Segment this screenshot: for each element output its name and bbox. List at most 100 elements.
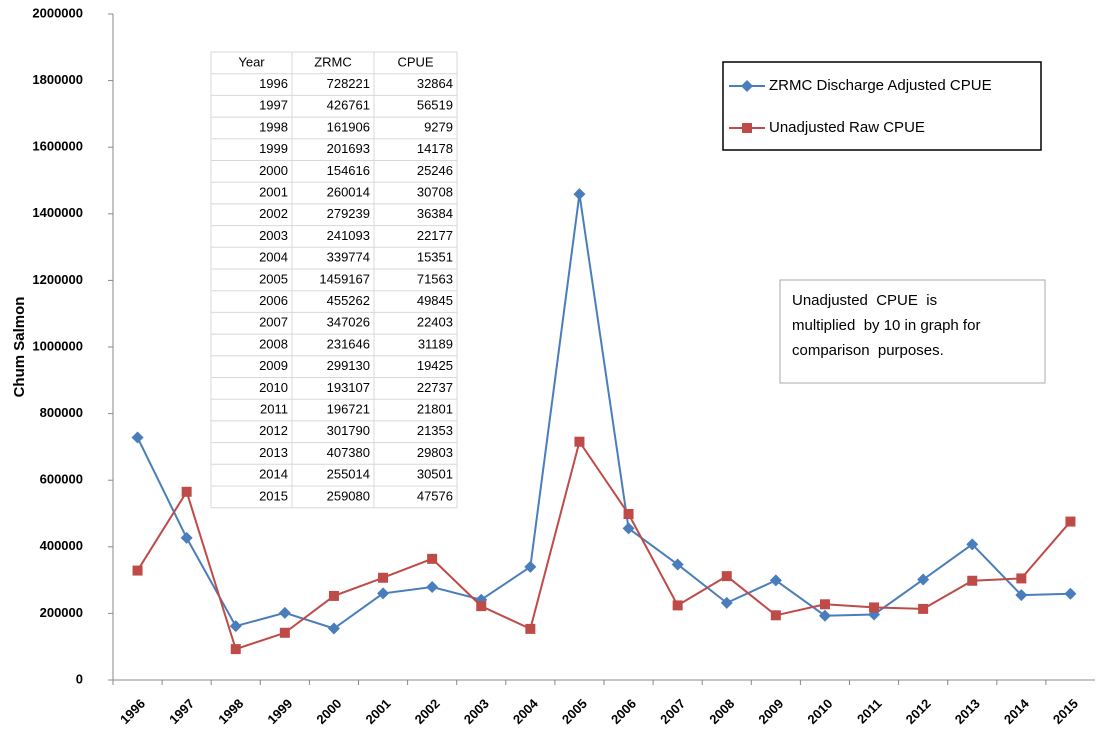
y-tick-label: 400000 — [40, 538, 83, 553]
table-cell: 15351 — [417, 250, 453, 265]
y-tick-label: 0 — [76, 671, 83, 686]
series-line — [136, 439, 1072, 651]
annotation: multiplied by 10 in graph for — [792, 317, 980, 334]
data-point — [476, 601, 487, 612]
x-tick-label: 2013 — [952, 696, 983, 727]
data-point — [720, 596, 733, 609]
legend-label: Unadjusted Raw CPUE — [769, 119, 925, 136]
data-point — [132, 565, 143, 576]
x-tick-label: 2007 — [657, 696, 688, 727]
table-cell: 161906 — [327, 119, 370, 134]
x-tick-label: 2003 — [461, 696, 492, 727]
table-cell: 22177 — [417, 228, 453, 243]
table-cell: 2004 — [259, 250, 288, 265]
data-point — [966, 538, 979, 551]
table-cell: 201693 — [327, 141, 370, 156]
data-point — [181, 486, 192, 497]
x-tick-label: 2004 — [510, 695, 542, 727]
data-point — [917, 573, 930, 586]
table-cell: 25246 — [417, 163, 453, 178]
data-point — [770, 610, 781, 621]
table-cell: 1997 — [259, 98, 288, 113]
table-cell: 2000 — [259, 163, 288, 178]
data-point — [327, 622, 340, 635]
data-point — [426, 581, 439, 594]
table-cell: 14178 — [417, 141, 453, 156]
table-cell: 71563 — [417, 271, 453, 286]
y-axis-label: Chum Salmon — [11, 297, 28, 398]
y-tick-label: 2000000 — [32, 5, 83, 20]
table-cell: 2003 — [259, 228, 288, 243]
table-cell: 231646 — [327, 336, 370, 351]
table-cell: 1459167 — [319, 271, 370, 286]
x-tick-label: 1999 — [264, 696, 295, 727]
data-point — [672, 600, 683, 611]
x-tick-label: 2001 — [363, 696, 394, 727]
table-cell: 1996 — [259, 76, 288, 91]
table-cell: 241093 — [327, 228, 370, 243]
table-cell: 2011 — [260, 401, 288, 416]
table-cell: 154616 — [327, 163, 370, 178]
x-tick-label: 2012 — [903, 696, 934, 727]
annotation-box — [779, 279, 1046, 384]
table-cell: 193107 — [327, 380, 370, 395]
table-cell: 49845 — [417, 293, 453, 308]
table-cell: 29803 — [417, 445, 453, 460]
table-cell: 196721 — [327, 401, 370, 416]
data-point — [622, 522, 635, 535]
legend-marker — [741, 80, 753, 92]
x-tick-label: 1996 — [117, 696, 148, 727]
table-cell: 32864 — [417, 76, 453, 91]
x-tick-label: 2005 — [559, 696, 590, 727]
table-cell: 21801 — [417, 401, 453, 416]
table-cell: 1999 — [259, 141, 288, 156]
table-cell: 19425 — [417, 358, 453, 373]
table-cell: 2007 — [259, 315, 288, 330]
y-tick-label: 1600000 — [32, 139, 83, 154]
data-point — [328, 590, 339, 601]
table-cell: 299130 — [327, 358, 370, 373]
data-point — [131, 431, 144, 444]
annotation: Unadjusted CPUE is — [792, 292, 937, 309]
data-point — [377, 587, 390, 600]
table-cell: 30708 — [417, 184, 453, 199]
table-cell: 259080 — [327, 488, 370, 503]
y-tick-label: 1800000 — [32, 72, 83, 87]
table-cell: 2001 — [259, 184, 288, 199]
data-point — [819, 599, 830, 610]
annotation: comparison purposes. — [792, 342, 944, 359]
data-point — [671, 558, 684, 571]
y-tick-label: 200000 — [40, 605, 83, 620]
table-cell: 1998 — [259, 119, 288, 134]
table-cell: 2009 — [259, 358, 288, 373]
data-point — [918, 603, 929, 614]
x-tick-label: 2014 — [1001, 695, 1033, 727]
x-tick-label: 2000 — [313, 696, 344, 727]
table-cell: 2008 — [259, 336, 288, 351]
legend-marker — [742, 123, 752, 133]
data-point — [378, 572, 389, 583]
data-point — [229, 620, 242, 633]
data-point — [1015, 589, 1028, 602]
y-tick-label: 600000 — [40, 472, 83, 487]
y-tick-label: 1400000 — [32, 205, 83, 220]
table-cell: 2013 — [259, 445, 288, 460]
table-cell: 339774 — [327, 250, 370, 265]
data-point — [180, 531, 193, 544]
table-cell: 36384 — [417, 206, 453, 221]
series-line — [136, 193, 1071, 630]
data-point — [279, 627, 290, 638]
table-header: CPUE — [397, 54, 433, 69]
table-cell: 2014 — [259, 467, 288, 482]
data-point — [278, 606, 291, 619]
table-cell: 21353 — [417, 423, 453, 438]
data-point — [1065, 516, 1076, 527]
table-cell: 2012 — [259, 423, 288, 438]
table-cell: 9279 — [424, 119, 453, 134]
x-tick-label: 2002 — [412, 696, 443, 727]
data-point — [525, 623, 536, 634]
table-cell: 2005 — [259, 271, 288, 286]
data-point — [1016, 573, 1027, 584]
table-cell: 347026 — [327, 315, 370, 330]
